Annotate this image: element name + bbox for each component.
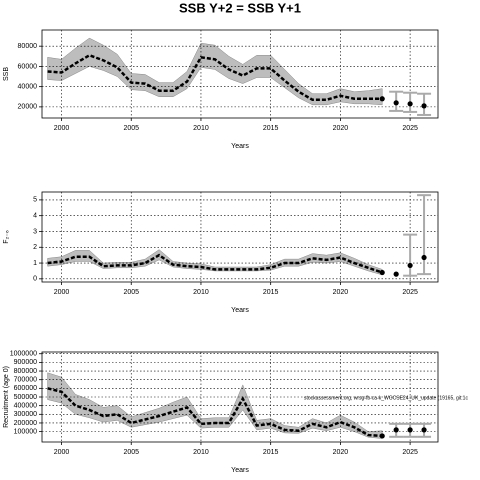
x-tick-label: 2025 (402, 449, 418, 456)
forecast-point (407, 101, 413, 107)
y-tick-label: 3 (33, 228, 37, 235)
x-tick-label: 2025 (402, 289, 418, 296)
estimate-line (47, 53, 383, 102)
forecast-point (379, 96, 385, 102)
forecast-point (379, 269, 385, 276)
y-tick-label: 600000 (14, 385, 37, 392)
plot-frame (41, 29, 439, 119)
x-tick-label: 2005 (123, 449, 139, 456)
forecast-point (421, 427, 427, 433)
confidence-band (47, 249, 383, 276)
x-tick-label: 2000 (54, 125, 70, 132)
forecast-point (407, 262, 413, 269)
x-tick-label: 2015 (263, 289, 279, 296)
x-axis-label: Years (231, 143, 249, 150)
y-tick-label: 80000 (18, 43, 38, 50)
y-axis-label: SSB (3, 67, 10, 81)
forecast-point (407, 427, 413, 433)
y-tick-label: 300000 (14, 411, 37, 418)
x-tick-label: 2000 (54, 289, 70, 296)
x-tick-label: 2005 (123, 125, 139, 132)
x-tick-label: 2010 (193, 289, 209, 296)
forecast-point (421, 103, 427, 109)
y-tick-label: 40000 (18, 83, 38, 90)
y-tick-label: 800000 (14, 368, 37, 375)
y-tick-label: 2 (33, 244, 37, 251)
x-tick-label: 2015 (263, 125, 279, 132)
y-tick-label: 700000 (14, 377, 37, 384)
x-tick-label: 2005 (123, 289, 139, 296)
y-axis-label: F₂₋₆ (3, 230, 10, 244)
forecast-point (393, 427, 399, 433)
y-tick-label: 900000 (14, 359, 37, 366)
y-tick-label: 400000 (14, 402, 37, 409)
y-axis-label: Recruitment (age 0) (3, 366, 10, 428)
y-tick-label: 60000 (18, 63, 38, 70)
y-tick-label: 0 (33, 276, 37, 283)
x-tick-label: 2010 (193, 449, 209, 456)
y-tick-label: 1000000 (10, 351, 37, 358)
y-tick-label: 100000 (14, 428, 37, 435)
y-tick-label: 200000 (14, 420, 37, 427)
y-tick-label: 4 (33, 213, 37, 220)
annotation: stockassessment.org, wrsg-fb-ca-k_WGCSE2… (304, 395, 468, 401)
forecast-point (421, 254, 427, 261)
y-tick-label: 1 (33, 260, 37, 267)
confidence-band (47, 37, 383, 106)
estimate-line (47, 253, 383, 274)
y-tick-label: 20000 (18, 104, 38, 111)
x-tick-label: 2000 (54, 449, 70, 456)
estimate-line (47, 387, 383, 438)
x-axis-label: Years (231, 307, 249, 314)
x-axis-label: Years (231, 467, 249, 474)
chart-title: SSB Y+2 = SSB Y+1 (179, 0, 301, 15)
forecast-point (393, 100, 399, 106)
x-tick-label: 2020 (333, 289, 349, 296)
x-tick-label: 2020 (333, 449, 349, 456)
forecast-point (379, 433, 385, 439)
x-tick-label: 2010 (193, 125, 209, 132)
x-tick-label: 2025 (402, 125, 418, 132)
plot-frame (41, 191, 439, 283)
y-tick-label: 500000 (14, 394, 37, 401)
forecast-point (393, 271, 399, 277)
x-tick-label: 2015 (263, 449, 279, 456)
y-tick-label: 5 (33, 197, 37, 204)
x-tick-label: 2020 (333, 125, 349, 132)
